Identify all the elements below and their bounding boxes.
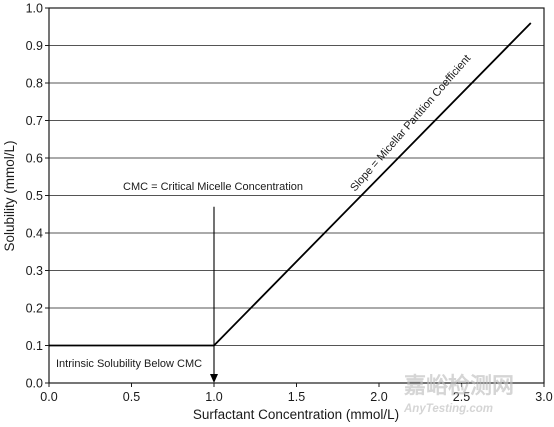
x-tick-label: 1.5 — [288, 390, 305, 404]
slope-label: Slope = Micellar Partition Coefficient — [348, 53, 473, 194]
x-tick-label: 2.0 — [370, 390, 387, 404]
y-tick-label: 0.6 — [26, 152, 43, 166]
x-tick-label: 0.0 — [40, 390, 57, 404]
y-axis-title: Solubility (mmol/L) — [2, 140, 17, 251]
y-tick-label: 0.7 — [26, 114, 43, 128]
y-tick-label: 0.8 — [26, 77, 43, 91]
x-tick-label: 1.0 — [205, 390, 222, 404]
y-tick-label: 1.0 — [26, 2, 43, 16]
x-tick-label: 0.5 — [123, 390, 140, 404]
y-tick-label: 0.0 — [26, 377, 43, 391]
intrinsic-solubility-label: Intrinsic Solubility Below CMC — [56, 358, 202, 370]
y-tick-label: 0.3 — [26, 264, 43, 278]
y-tick-label: 0.2 — [26, 302, 43, 316]
watermark-english: AnyTesting.com — [403, 403, 493, 415]
x-tick-label: 2.5 — [453, 390, 470, 404]
y-axis-ticks: 0.0 0.1 0.2 0.3 0.4 0.5 0.6 0.7 0.8 0.9 1.0 — [26, 2, 49, 391]
x-axis-title: Surfactant Concentration (mmol/L) — [193, 407, 399, 422]
cmc-label: CMC = Critical Micelle Concentration — [123, 181, 303, 193]
y-tick-label: 0.4 — [26, 227, 43, 241]
cmc-arrowhead — [210, 374, 218, 383]
x-axis-ticks: 0.0 0.5 1.0 1.5 2.0 2.5 3.0 — [40, 383, 553, 404]
y-tick-label: 0.9 — [26, 39, 43, 53]
y-tick-label: 0.5 — [26, 189, 43, 203]
gridlines — [49, 45, 544, 346]
watermark-chinese: 嘉峪检测网 — [404, 373, 514, 398]
y-tick-label: 0.1 — [26, 339, 43, 353]
x-tick-label: 3.0 — [535, 390, 552, 404]
